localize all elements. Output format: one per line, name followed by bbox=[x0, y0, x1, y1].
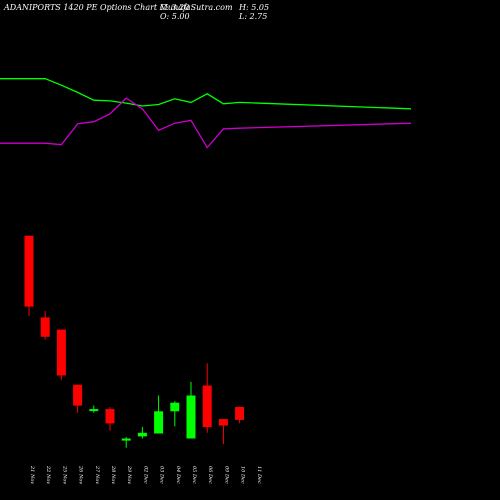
candle bbox=[56, 329, 66, 380]
candle-body bbox=[186, 395, 196, 439]
x-tick-label: 02 Dec bbox=[142, 466, 148, 484]
candle-body bbox=[73, 384, 83, 406]
high-value: H: 5.05 bbox=[239, 3, 270, 12]
open-value: O: 5.00 bbox=[160, 12, 190, 21]
x-tick-label: 10 Dec bbox=[240, 466, 246, 484]
candle bbox=[89, 405, 99, 413]
candle bbox=[170, 401, 180, 427]
x-tick-label: 06 Dec bbox=[207, 466, 213, 484]
candles bbox=[24, 235, 245, 448]
candle bbox=[105, 407, 115, 431]
candle-body bbox=[24, 235, 34, 307]
candle-body bbox=[202, 385, 212, 428]
candle bbox=[154, 395, 164, 434]
candle-body bbox=[235, 407, 245, 420]
candle-body bbox=[89, 409, 99, 412]
x-axis-labels: 21 Nov 22 Nov 25 Nov 26 Nov 27 Nov 28 Nov 29 N… bbox=[29, 465, 262, 484]
x-tick-label: 04 Dec bbox=[175, 466, 181, 484]
candle-body bbox=[121, 438, 131, 441]
x-tick-label: 03 Dec bbox=[159, 466, 165, 484]
candle bbox=[202, 363, 212, 433]
candle bbox=[218, 419, 228, 445]
candle-body bbox=[40, 317, 50, 337]
x-tick-label: 22 Nov bbox=[45, 465, 51, 484]
close-value: C: 3.20 bbox=[160, 3, 190, 12]
candle-body bbox=[56, 329, 66, 376]
candle-body bbox=[154, 411, 164, 434]
x-tick-label: 05 Dec bbox=[191, 466, 197, 484]
x-tick-label: 21 Nov bbox=[29, 465, 35, 484]
candle bbox=[235, 406, 245, 424]
candle bbox=[121, 437, 131, 448]
candle-body bbox=[218, 419, 228, 426]
candle bbox=[40, 310, 50, 340]
magenta-line bbox=[0, 97, 412, 149]
candle-body bbox=[105, 409, 115, 424]
green-line bbox=[0, 78, 412, 110]
candle bbox=[73, 384, 83, 413]
indicator-lines bbox=[0, 78, 412, 149]
x-tick-label: 27 Nov bbox=[94, 465, 100, 484]
x-tick-label: 26 Nov bbox=[78, 465, 84, 484]
candle-body bbox=[137, 432, 147, 437]
x-tick-label: 11 Dec bbox=[256, 466, 262, 484]
candle bbox=[137, 427, 147, 439]
x-tick-label: 09 Dec bbox=[223, 466, 229, 484]
candle bbox=[24, 235, 34, 316]
candle bbox=[186, 381, 196, 439]
x-tick-label: 25 Nov bbox=[61, 465, 67, 484]
candle-body bbox=[170, 402, 180, 412]
low-value: L: 2.75 bbox=[239, 12, 268, 21]
chart-title: ADANIPORTS 1420 PE Options Chart MunafaS… bbox=[4, 3, 233, 12]
x-tick-label: 28 Nov bbox=[110, 465, 116, 484]
x-tick-label: 29 Nov bbox=[126, 465, 132, 484]
